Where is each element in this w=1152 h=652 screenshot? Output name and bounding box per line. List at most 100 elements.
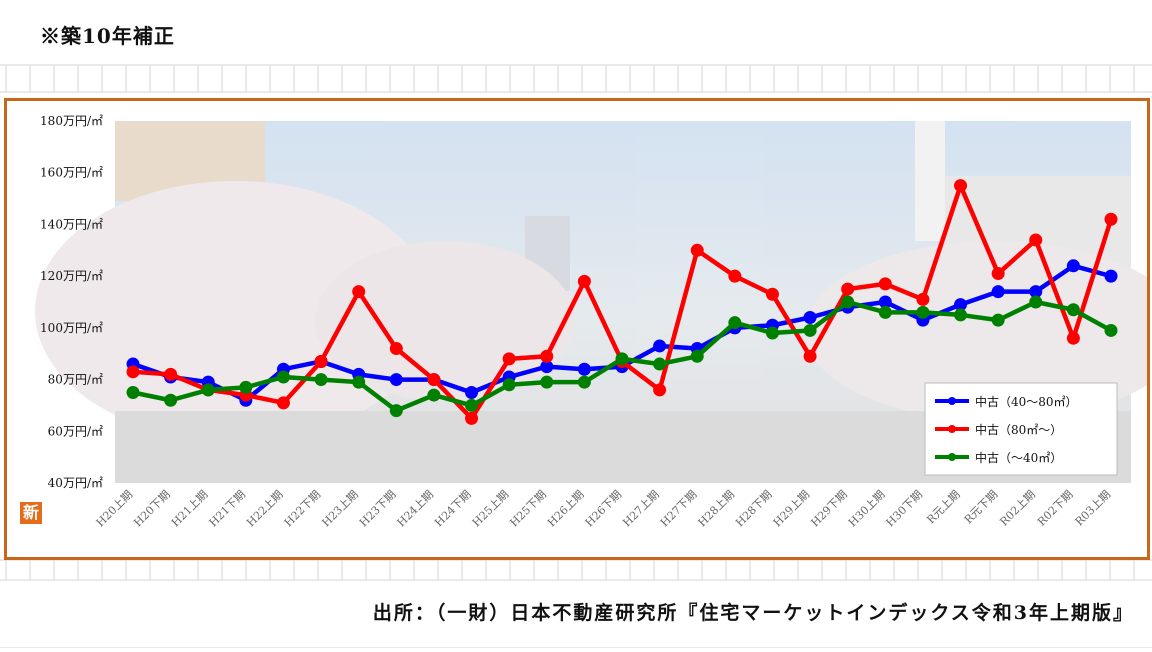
y-tick-label: 160万円/㎡	[40, 166, 103, 180]
data-point	[765, 287, 779, 301]
source-caption: 出所：（一財）日本不動産研究所『住宅マーケットインデックス令和3年上期版』	[372, 602, 1134, 624]
data-point	[465, 411, 479, 425]
x-tick-label: H20下期	[131, 488, 172, 529]
data-point	[653, 339, 667, 353]
note-label: ※築10年補正	[40, 24, 175, 48]
data-point	[991, 267, 1005, 281]
data-point	[502, 378, 516, 392]
data-point	[690, 349, 704, 363]
data-point	[314, 373, 328, 387]
data-point	[502, 352, 516, 366]
line-chart: 40万円/㎡ 60万円/㎡ 80万円/㎡ 100万円/㎡ 120万円/㎡ 140万円/㎡ 1…	[35, 114, 1152, 529]
x-tick-label: H25下期	[507, 488, 548, 529]
data-point	[126, 386, 140, 399]
y-tick-label: 140万円/㎡	[40, 217, 103, 231]
y-tick-label: 120万円/㎡	[40, 269, 103, 283]
x-tick-label: H30下期	[884, 488, 925, 529]
y-tick-label: 60万円/㎡	[48, 424, 103, 438]
data-point	[164, 367, 178, 381]
data-point	[728, 316, 742, 330]
x-tick-label: H28上期	[696, 488, 737, 529]
data-point	[690, 243, 704, 257]
x-tick-label: H23下期	[357, 488, 398, 529]
data-point	[841, 282, 855, 296]
legend-marker	[948, 425, 956, 433]
x-tick-label: H24上期	[395, 488, 436, 529]
data-point	[126, 365, 140, 379]
data-point	[653, 357, 667, 371]
legend-label: 中古（80㎡～）	[975, 422, 1062, 437]
data-point	[803, 311, 817, 325]
data-point	[577, 362, 591, 376]
data-point	[1066, 331, 1080, 345]
x-tick-label: H28下期	[733, 488, 774, 529]
data-point	[916, 305, 930, 319]
data-point	[991, 285, 1005, 299]
data-point	[389, 373, 403, 387]
data-point	[427, 388, 441, 402]
data-point	[954, 298, 968, 312]
data-point	[1104, 212, 1118, 226]
legend-marker	[948, 453, 956, 461]
x-tick-label: H22上期	[244, 488, 285, 529]
y-tick-label: 40万円/㎡	[48, 476, 103, 490]
x-tick-label: H23上期	[319, 488, 360, 529]
x-tick-label: H29上期	[771, 488, 812, 529]
x-tick-label: R元上期	[924, 488, 962, 526]
x-tick-label: H24下期	[432, 488, 473, 529]
x-tick-label: R02上期	[997, 488, 1038, 529]
data-point	[352, 375, 366, 389]
data-point	[164, 393, 178, 407]
data-point	[954, 179, 968, 193]
data-point	[878, 295, 892, 309]
new-badge-icon: 新	[20, 502, 42, 524]
data-point	[465, 398, 479, 412]
data-point	[1029, 285, 1043, 299]
x-tick-label: H26下期	[583, 488, 624, 529]
x-tick-label: H20上期	[94, 488, 135, 529]
data-point	[540, 349, 554, 363]
x-tick-label: R03上期	[1073, 488, 1114, 529]
data-point	[465, 386, 479, 399]
x-tick-label: R02下期	[1035, 488, 1076, 529]
data-point	[878, 277, 892, 291]
legend-marker	[948, 397, 956, 405]
data-point	[201, 383, 215, 397]
data-point	[1029, 295, 1043, 309]
data-point	[577, 375, 591, 389]
data-point	[239, 380, 253, 394]
data-point	[803, 349, 817, 363]
legend-label: 中古（40～80㎡）	[975, 394, 1078, 409]
data-point	[1029, 233, 1043, 247]
data-point	[1104, 323, 1118, 337]
y-tick-label: 80万円/㎡	[48, 373, 103, 387]
data-point	[765, 326, 779, 340]
x-tick-label: H25上期	[470, 488, 511, 529]
data-point	[803, 323, 817, 337]
data-point	[841, 295, 855, 309]
data-point	[954, 308, 968, 322]
data-point	[276, 370, 290, 384]
data-point	[1066, 303, 1080, 317]
y-tick-label: 180万円/㎡	[40, 114, 103, 128]
data-point	[991, 313, 1005, 327]
data-point	[728, 269, 742, 283]
x-tick-label: H29下期	[808, 488, 849, 529]
data-point	[653, 383, 667, 397]
data-point	[878, 305, 892, 319]
data-point	[276, 396, 290, 410]
x-tick-label: H21上期	[169, 488, 210, 529]
data-point	[352, 285, 366, 299]
data-point	[540, 375, 554, 389]
data-point	[1066, 259, 1080, 273]
x-tick-label: H27下期	[658, 488, 699, 529]
data-point	[540, 360, 554, 374]
data-point	[577, 274, 591, 288]
data-point	[427, 373, 441, 387]
y-tick-label: 100万円/㎡	[40, 321, 103, 335]
data-point	[314, 354, 328, 368]
x-tick-label: H21下期	[207, 488, 248, 529]
data-point	[916, 292, 930, 306]
x-tick-label: H26上期	[545, 488, 586, 529]
x-tick-label: R元下期	[962, 488, 1000, 526]
